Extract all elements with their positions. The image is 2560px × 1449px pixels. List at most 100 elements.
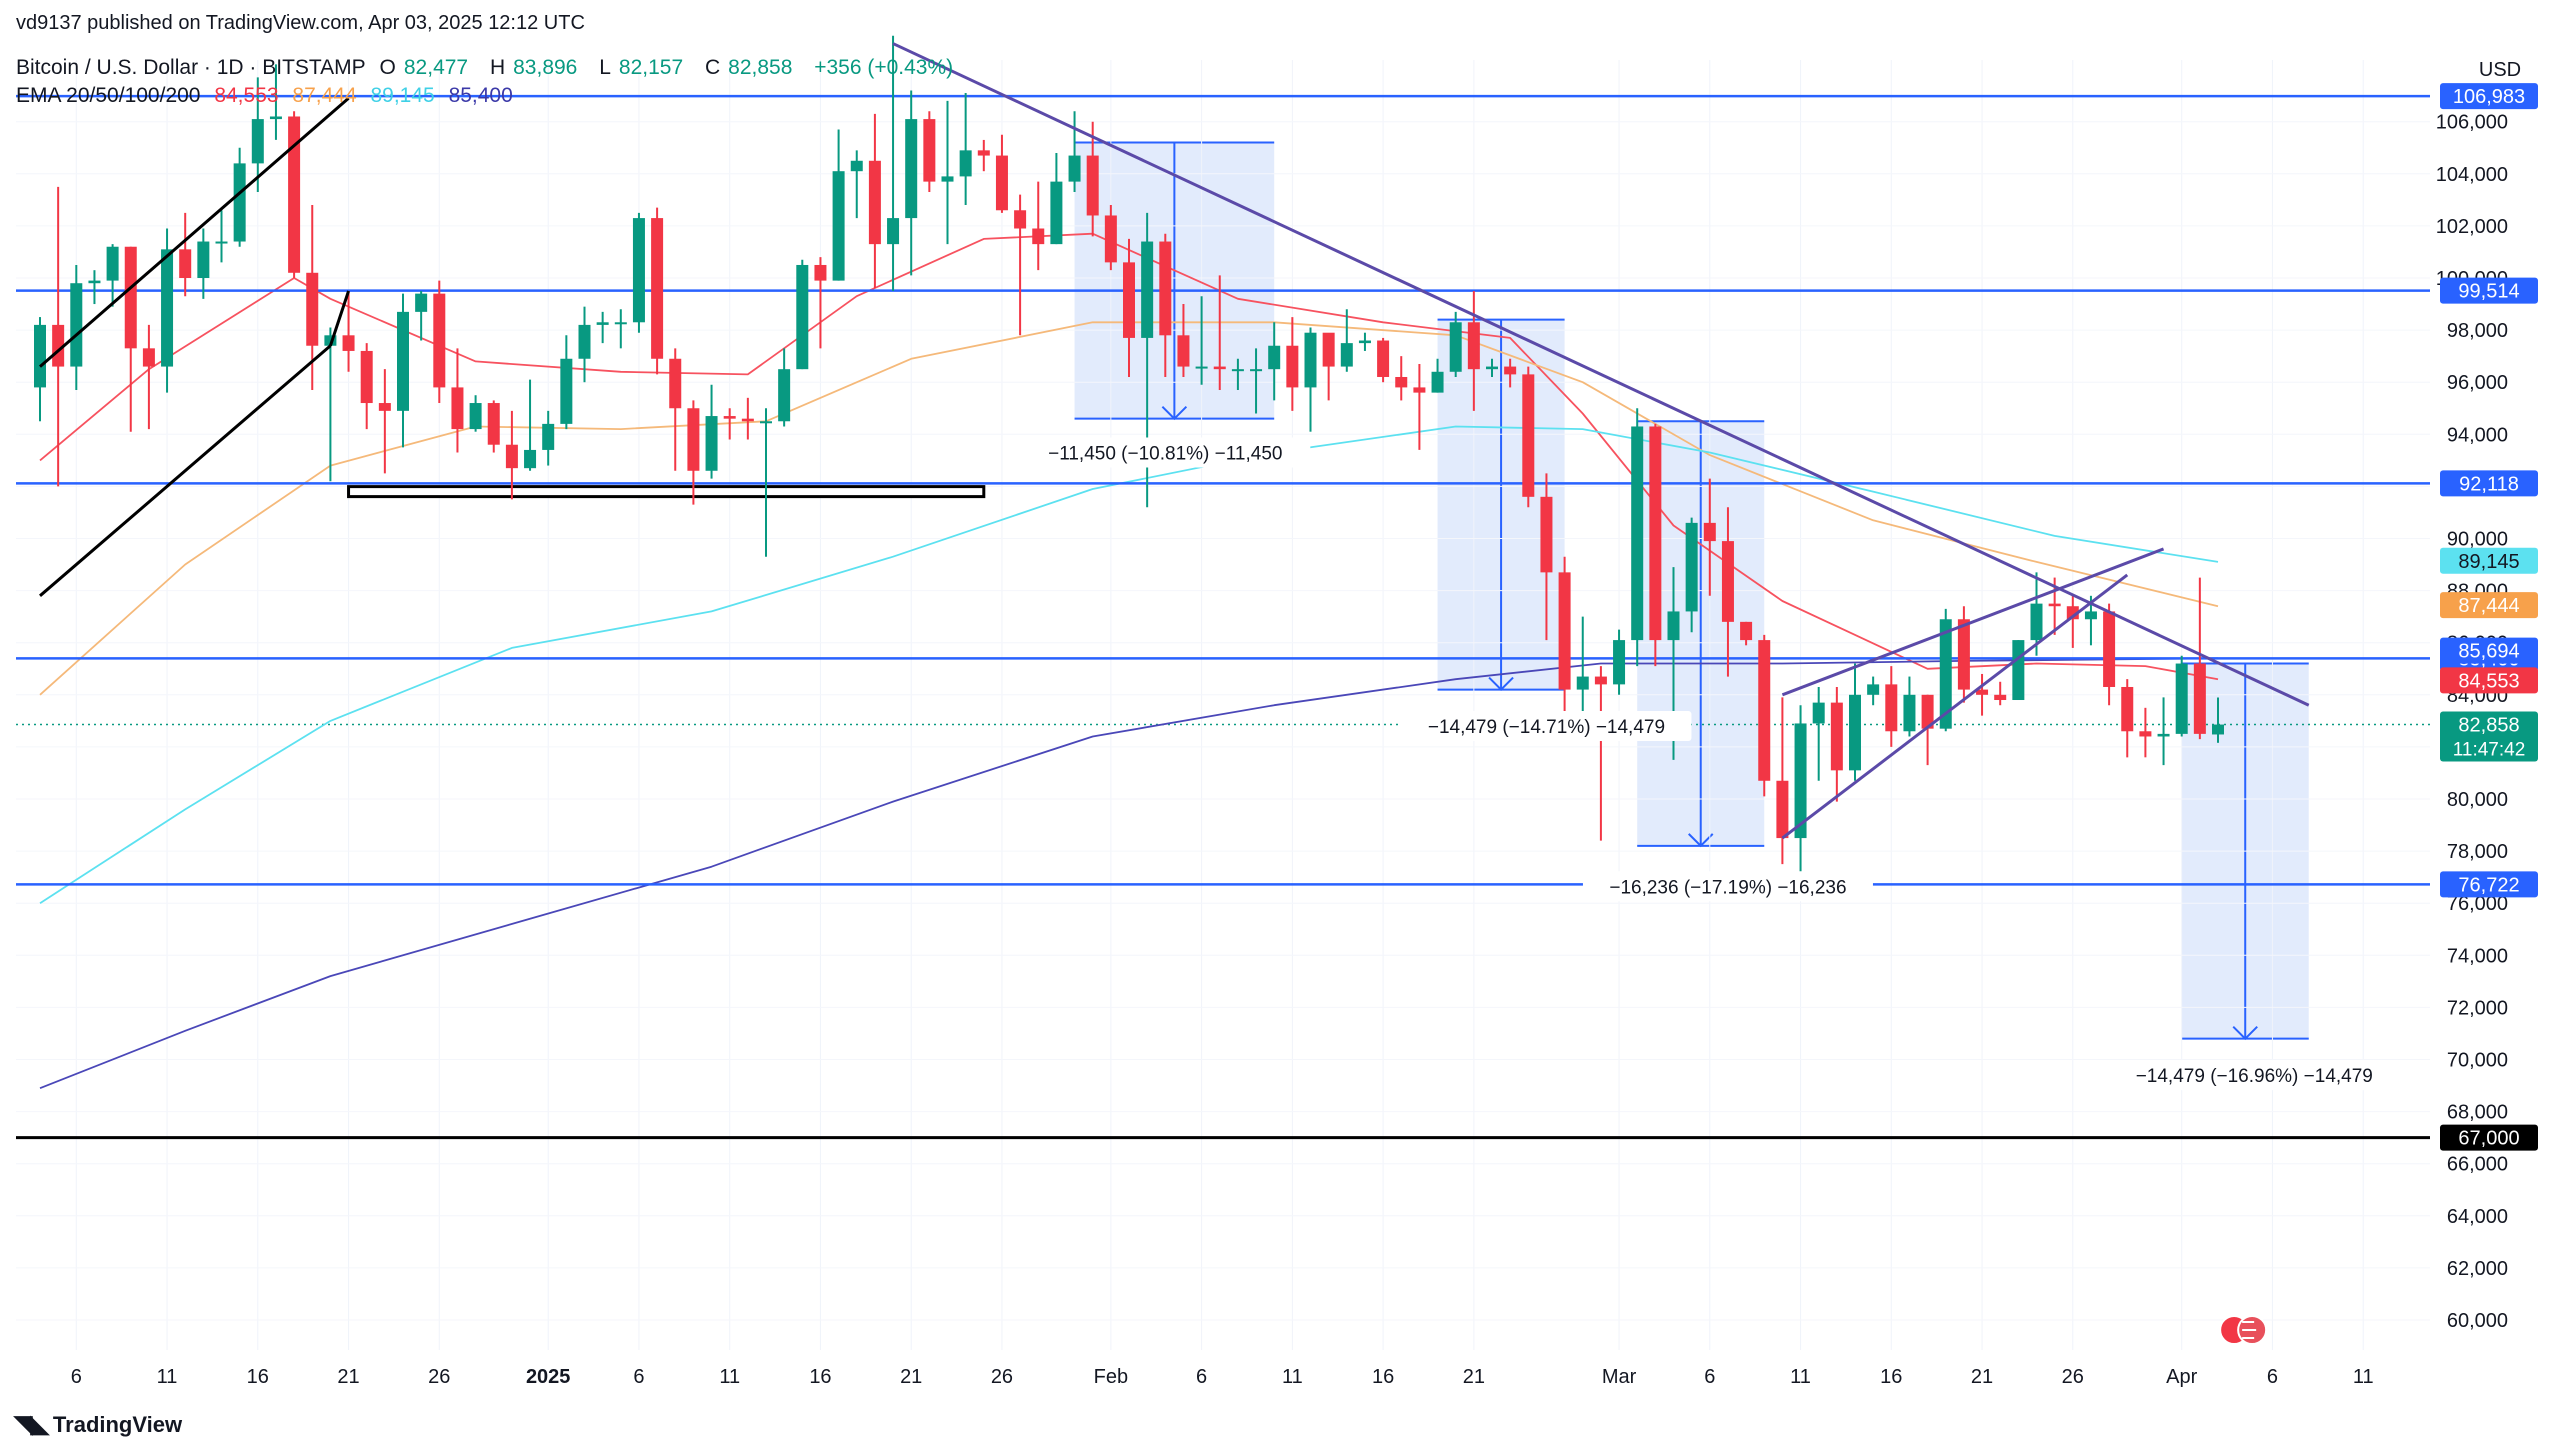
candle-body: [197, 241, 210, 278]
price-tag-label: 85,694: [2458, 641, 2519, 663]
ema-legend[interactable]: EMA 20/50/100/200 84,553 87,444 89,145 8…: [16, 84, 521, 108]
candle: [868, 113, 881, 289]
ema100-value: 89,145: [370, 84, 435, 107]
candle-body: [1594, 676, 1607, 685]
x-tick-label: Apr: [2166, 1366, 2197, 1388]
price-tag: [2440, 1124, 2538, 1151]
time-axis[interactable]: 6 11 16 21 26 2025 6 11 16 21 26 Feb 6 11 16 21 Mar 6 11 16…: [71, 1366, 2374, 1388]
candle-body: [1104, 215, 1117, 263]
candle-body: [1740, 621, 1753, 641]
candle: [1812, 686, 1825, 781]
tradingview-logo[interactable]: ◥◣ TradingView: [14, 1411, 183, 1438]
x-tick-label: Feb: [1094, 1366, 1128, 1388]
x-tick-label: 6: [1196, 1366, 1207, 1388]
candle-body: [288, 116, 301, 273]
candle-body: [1649, 426, 1662, 641]
candle-body: [1794, 723, 1807, 839]
ema-line: [39, 425, 2219, 904]
candle: [2066, 595, 2079, 648]
candle: [1903, 676, 1916, 737]
trend-line: [1781, 573, 2129, 840]
candle-body: [2030, 603, 2043, 641]
candle-body: [1903, 694, 1916, 732]
candle-body: [796, 264, 809, 370]
x-tick-label: 26: [991, 1366, 1013, 1388]
candle: [34, 317, 46, 422]
candle: [524, 379, 537, 471]
candle-body: [669, 358, 682, 409]
candle-body: [1921, 694, 1934, 729]
measure-label: −16,236 (−17.19%) −16,236: [1609, 877, 1846, 898]
candle: [1921, 694, 1934, 766]
candle: [197, 228, 210, 299]
candle-body: [1994, 694, 2007, 701]
candle-body: [705, 416, 718, 471]
candle-body: [251, 119, 264, 164]
candle: [415, 291, 428, 341]
candle: [1939, 608, 1952, 732]
candle-body: [1195, 366, 1208, 369]
candle-body: [1776, 780, 1789, 839]
x-tick-label: 11: [157, 1366, 178, 1388]
candle: [1159, 233, 1172, 377]
candle-body: [1667, 611, 1680, 641]
candle-body: [2084, 611, 2097, 620]
price-tag-label: 99,514: [2458, 281, 2519, 303]
measure-arrow-head: [1161, 405, 1188, 421]
x-tick-label: 21: [900, 1366, 922, 1388]
candle-body: [2012, 640, 2025, 701]
candle: [1957, 606, 1970, 703]
candle-body: [542, 423, 555, 450]
candle: [2103, 603, 2116, 706]
y-tick-label: 68,000: [2447, 1102, 2508, 1124]
candle-body: [378, 403, 391, 411]
candle: [433, 280, 446, 404]
y-tick-label: 104,000: [2436, 164, 2508, 186]
candle-body: [2121, 686, 2134, 732]
candle-body: [1322, 332, 1335, 367]
candle-body: [778, 369, 791, 422]
candle-body: [1213, 366, 1226, 370]
candle: [887, 35, 900, 292]
candle-body: [415, 293, 428, 312]
ema-label[interactable]: EMA 20/50/100/200: [16, 84, 201, 107]
horizontal-levels[interactable]: [16, 94, 2430, 1140]
price-axis[interactable]: USD 60,000 62,000 64,000 66,000 68,000 70,000 7…: [2436, 59, 2538, 1332]
candle: [1830, 686, 1843, 802]
events-icon[interactable]: [2219, 1315, 2268, 1345]
candle-body: [524, 449, 537, 469]
candle: [1431, 358, 1444, 393]
candle: [1322, 332, 1335, 401]
candle: [1377, 337, 1390, 383]
ema20-value: 84,553: [214, 84, 279, 107]
candle: [596, 311, 609, 344]
measure-label: −11,450 (−10.81%) −11,450: [1048, 444, 1282, 465]
x-tick-label: 6: [2267, 1366, 2278, 1388]
x-tick-label: 21: [1971, 1366, 1993, 1388]
measure-label: −14,479 (−14.71%) −14,479: [1428, 717, 1665, 738]
candle-body: [1086, 155, 1099, 216]
candle-body: [723, 416, 736, 419]
candle-body: [1486, 366, 1498, 370]
measure-label-bg: [1401, 711, 1692, 742]
y-tick-label: 94,000: [2447, 424, 2508, 446]
candle: [832, 129, 845, 281]
candle-body: [342, 335, 355, 351]
candle-body: [560, 358, 573, 424]
candle: [632, 212, 645, 333]
measure-label-bg: [1020, 437, 1311, 468]
symbol-title[interactable]: Bitcoin / U.S. Dollar · 1D · BITSTAMP: [16, 56, 366, 79]
trend-lines[interactable]: [39, 42, 2310, 840]
candle: [850, 150, 863, 219]
candle: [451, 348, 464, 453]
candles[interactable]: [34, 35, 2224, 888]
candle-body: [451, 387, 464, 430]
candle: [1286, 317, 1299, 411]
candle: [687, 400, 700, 505]
candle: [1776, 697, 1789, 865]
candle-body: [814, 264, 827, 281]
x-tick-label: 16: [1880, 1366, 1902, 1388]
candle-body: [923, 119, 936, 182]
